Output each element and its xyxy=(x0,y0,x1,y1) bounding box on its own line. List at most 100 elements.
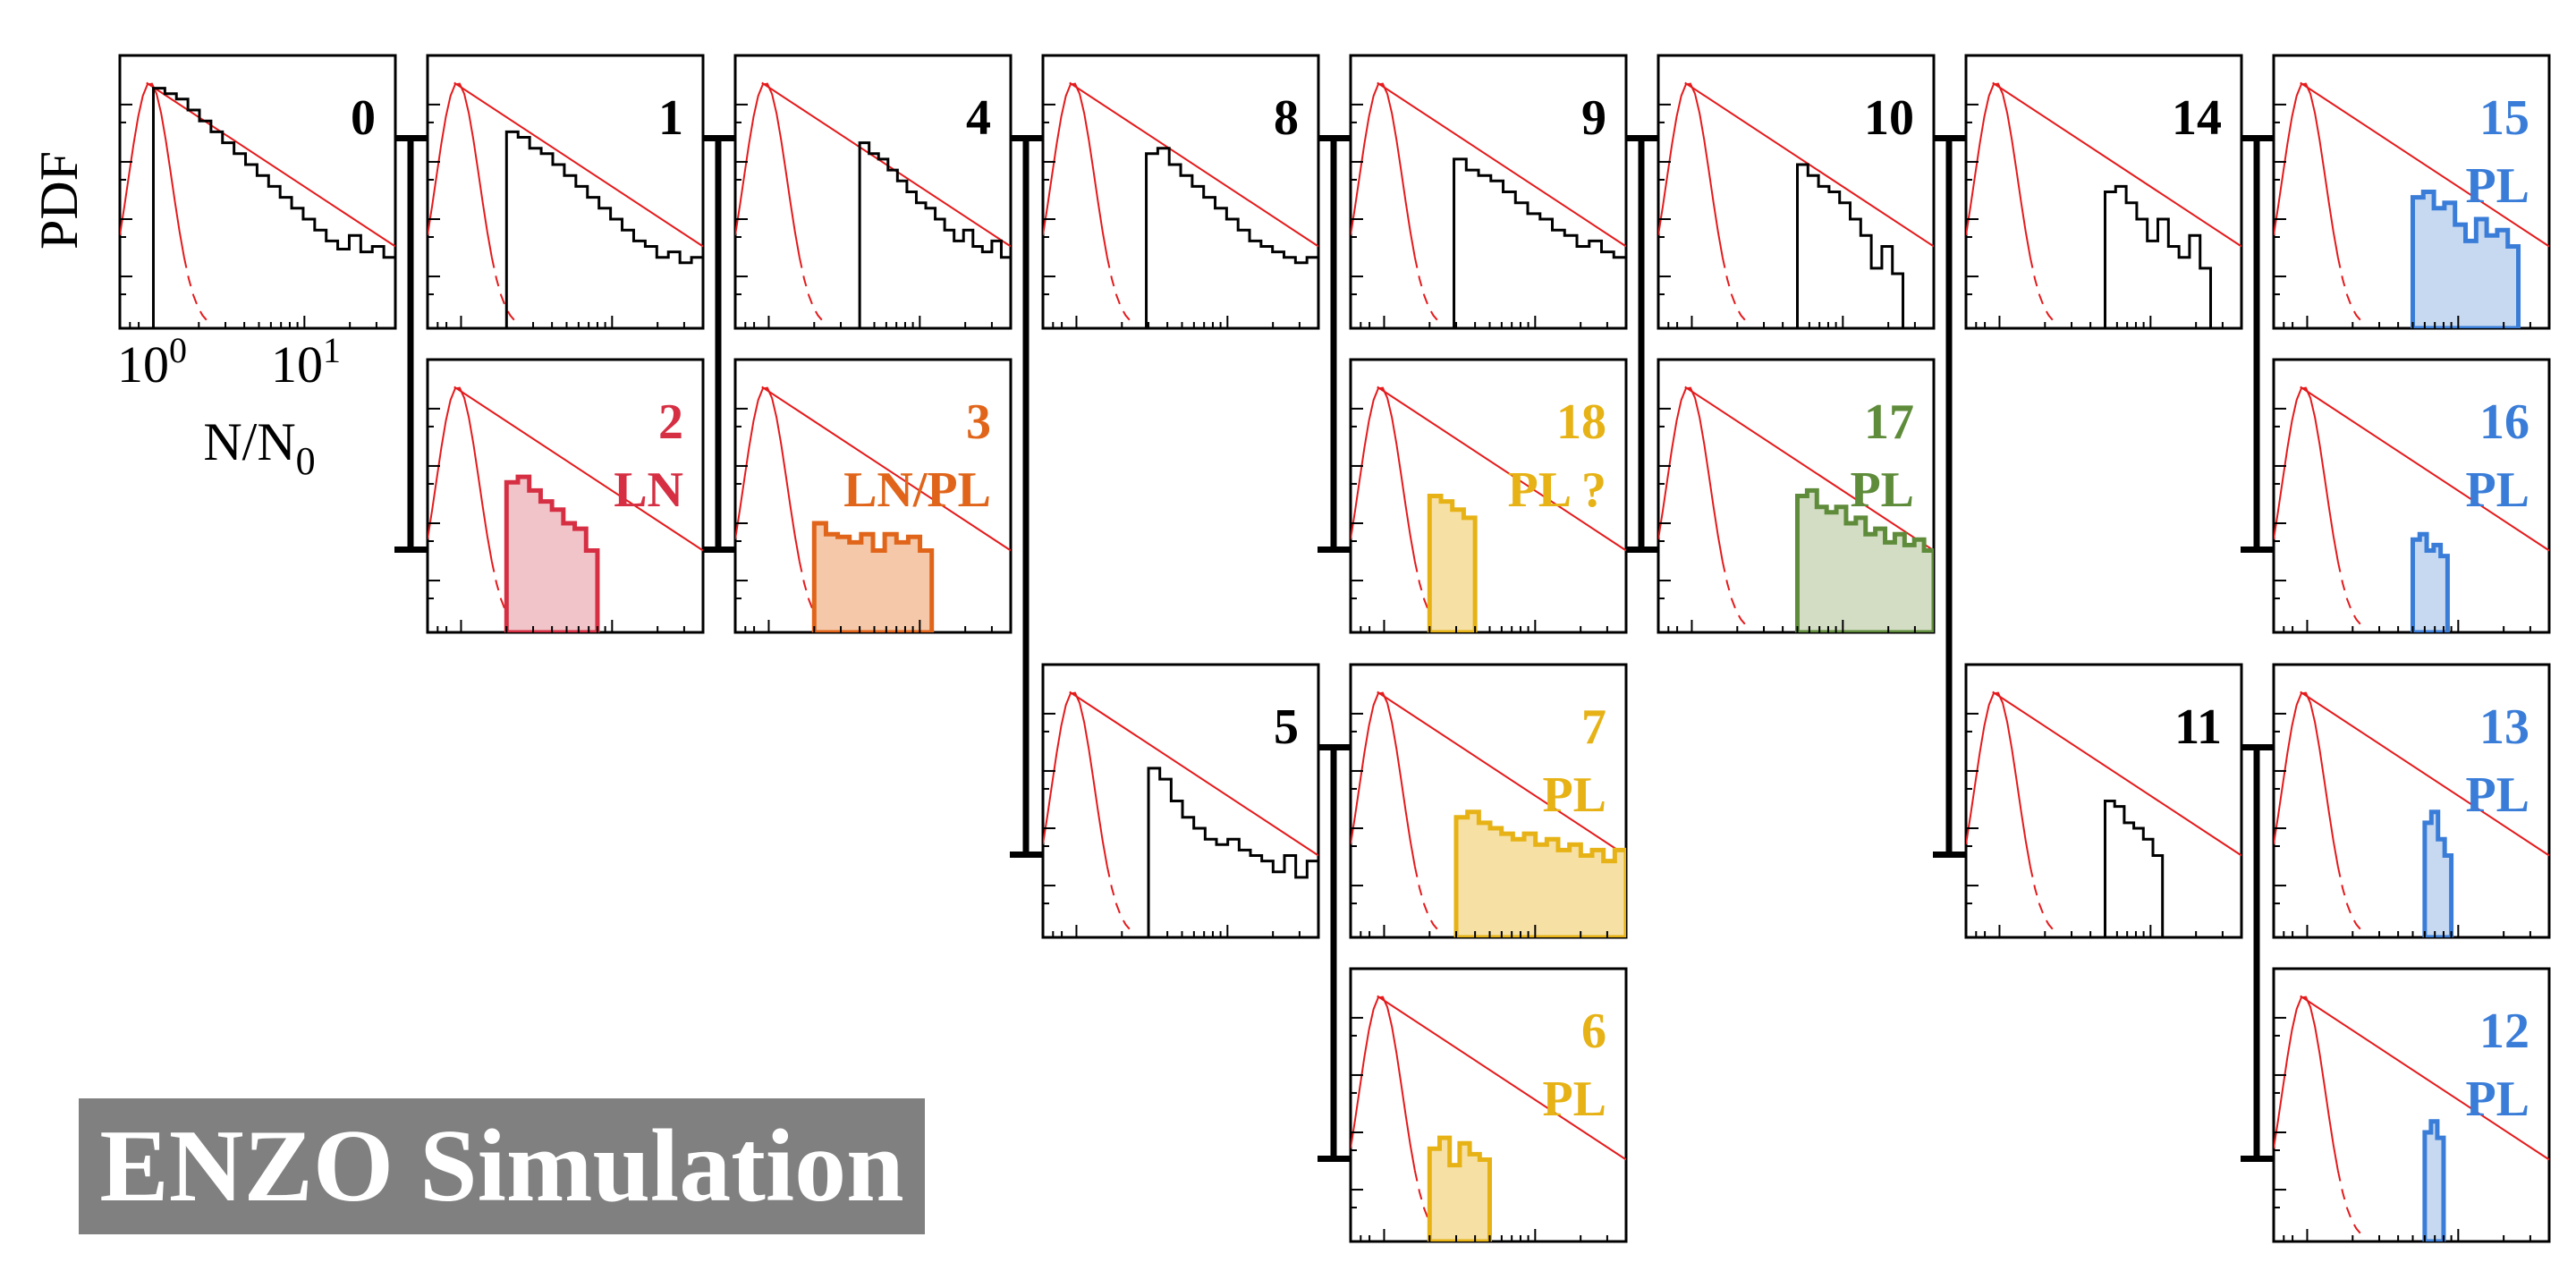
histogram-steps xyxy=(504,130,703,328)
panel-plot-area xyxy=(1043,691,1318,937)
panel-plot-area xyxy=(1658,386,1934,632)
panel-9: 9 xyxy=(1349,54,1628,330)
histogram-steps xyxy=(2103,800,2165,937)
panel-class-label: PL xyxy=(1850,462,1914,518)
panel-frame xyxy=(1349,358,1628,634)
lognormal-model-curve xyxy=(428,386,493,563)
panel-18: 18 PL ? xyxy=(1349,358,1628,634)
panel-3: 3 LN/PL xyxy=(733,358,1013,634)
panel-plot-area xyxy=(1966,691,2241,937)
lognormal-model-tail xyxy=(1413,257,1444,326)
lognormal-model-curve xyxy=(2274,691,2339,868)
power-law-model-line xyxy=(1377,81,1626,248)
lognormal-model-curve xyxy=(1966,691,2031,868)
panel-plot-area xyxy=(2274,386,2549,632)
panel-plot-area xyxy=(735,81,1011,328)
lognormal-model-curve xyxy=(1351,386,1416,563)
panel-6: 6 PL xyxy=(1349,967,1628,1243)
axis-ticks xyxy=(120,103,377,328)
power-law-model-line xyxy=(453,81,703,248)
lognormal-model-tail xyxy=(1721,561,1751,630)
axis-ticks xyxy=(735,103,993,328)
power-law-model-line xyxy=(2300,995,2549,1161)
panel-plot-area xyxy=(1351,81,1626,328)
panel-id-label: 2 xyxy=(658,394,683,450)
panel-id-label: 12 xyxy=(2479,1004,2529,1059)
histogram-steps xyxy=(2103,184,2213,328)
axis-ticks xyxy=(1043,103,1301,328)
panel-plot-area xyxy=(1351,995,1626,1241)
lognormal-model-curve xyxy=(1351,691,1416,868)
power-law-model-line xyxy=(1992,691,2241,857)
power-law-model-line xyxy=(761,81,1011,248)
lognormal-model-curve xyxy=(1966,82,2031,258)
axis-ticks xyxy=(1043,712,1301,937)
panel-id-label: 9 xyxy=(1581,90,1606,146)
axis-labels: PDF 100 101 N/N0 xyxy=(30,151,341,483)
axis-ticks xyxy=(1966,103,2224,328)
panel-class-label: LN/PL xyxy=(843,462,991,518)
panel-id-label: 13 xyxy=(2479,699,2529,755)
panel-id-label: 1 xyxy=(658,90,683,146)
histogram-steps xyxy=(858,141,1011,328)
panel-frame xyxy=(1041,54,1320,330)
panel-id-label: 16 xyxy=(2479,394,2529,450)
panel-16: 16 PL xyxy=(2272,358,2551,634)
power-law-model-line xyxy=(1377,995,1626,1161)
histogram-steps xyxy=(1795,163,1905,328)
panel-15: 15 PL xyxy=(2272,54,2551,330)
panel-id-label: 14 xyxy=(2172,90,2222,146)
lognormal-model-curve xyxy=(2274,996,2339,1172)
lognormal-model-tail xyxy=(1106,866,1136,935)
lognormal-model-tail xyxy=(2336,257,2367,326)
x-axis-label-subscript: 0 xyxy=(296,439,316,483)
power-law-model-line xyxy=(1684,386,1934,552)
histogram-steps xyxy=(1147,767,1318,937)
histogram-steps xyxy=(2410,190,2521,328)
lognormal-model-tail xyxy=(1413,866,1444,935)
axis-ticks xyxy=(1966,712,2224,937)
panel-plot-area xyxy=(1351,386,1626,632)
power-law-model-line xyxy=(2300,691,2549,857)
lognormal-model-curve xyxy=(1043,82,1108,258)
panel-plot-area xyxy=(735,386,1011,632)
axis-ticks xyxy=(1351,103,1608,328)
histogram-steps xyxy=(1145,147,1318,328)
panel-id-label: 5 xyxy=(1274,699,1299,755)
panel-frame xyxy=(2272,967,2551,1243)
panel-plot-area xyxy=(2274,691,2549,937)
axis-ticks xyxy=(2274,103,2531,328)
panel-id-label: 17 xyxy=(1864,394,1914,450)
panel-10: 10 xyxy=(1657,54,1936,330)
histogram-steps xyxy=(504,474,600,632)
panel-id-label: 10 xyxy=(1864,90,1914,146)
simulation-banner: ENZO Simulation xyxy=(79,1098,925,1234)
lognormal-model-tail xyxy=(490,561,521,630)
lognormal-model-tail xyxy=(2336,1170,2367,1239)
panel-frame xyxy=(1349,54,1628,330)
axis-ticks xyxy=(735,407,993,632)
panel-plot-area xyxy=(1966,81,2241,328)
lognormal-model-tail xyxy=(2029,866,2059,935)
power-law-model-line xyxy=(1069,691,1318,857)
panel-class-label: PL xyxy=(2465,767,2529,823)
panel-id-label: 4 xyxy=(966,90,991,146)
lognormal-model-tail xyxy=(1413,1170,1444,1239)
panel-0: 0 xyxy=(118,54,397,330)
panel-11: 11 xyxy=(1964,663,2243,939)
lognormal-model-tail xyxy=(182,257,213,326)
power-law-model-line xyxy=(1069,81,1318,248)
axis-ticks xyxy=(1658,103,1916,328)
power-law-model-line xyxy=(453,386,703,552)
axis-ticks xyxy=(1658,407,1916,632)
histogram-steps xyxy=(1427,494,1478,632)
panel-plot-area xyxy=(1043,81,1318,328)
lognormal-model-curve xyxy=(1658,82,1724,258)
panel-7: 7 PL xyxy=(1349,663,1628,939)
power-law-model-line xyxy=(2300,386,2549,552)
axis-ticks xyxy=(1351,407,1608,632)
panel-class-label: PL ? xyxy=(1508,462,1606,518)
histogram-steps xyxy=(1427,1135,1492,1241)
lognormal-model-curve xyxy=(1351,996,1416,1172)
